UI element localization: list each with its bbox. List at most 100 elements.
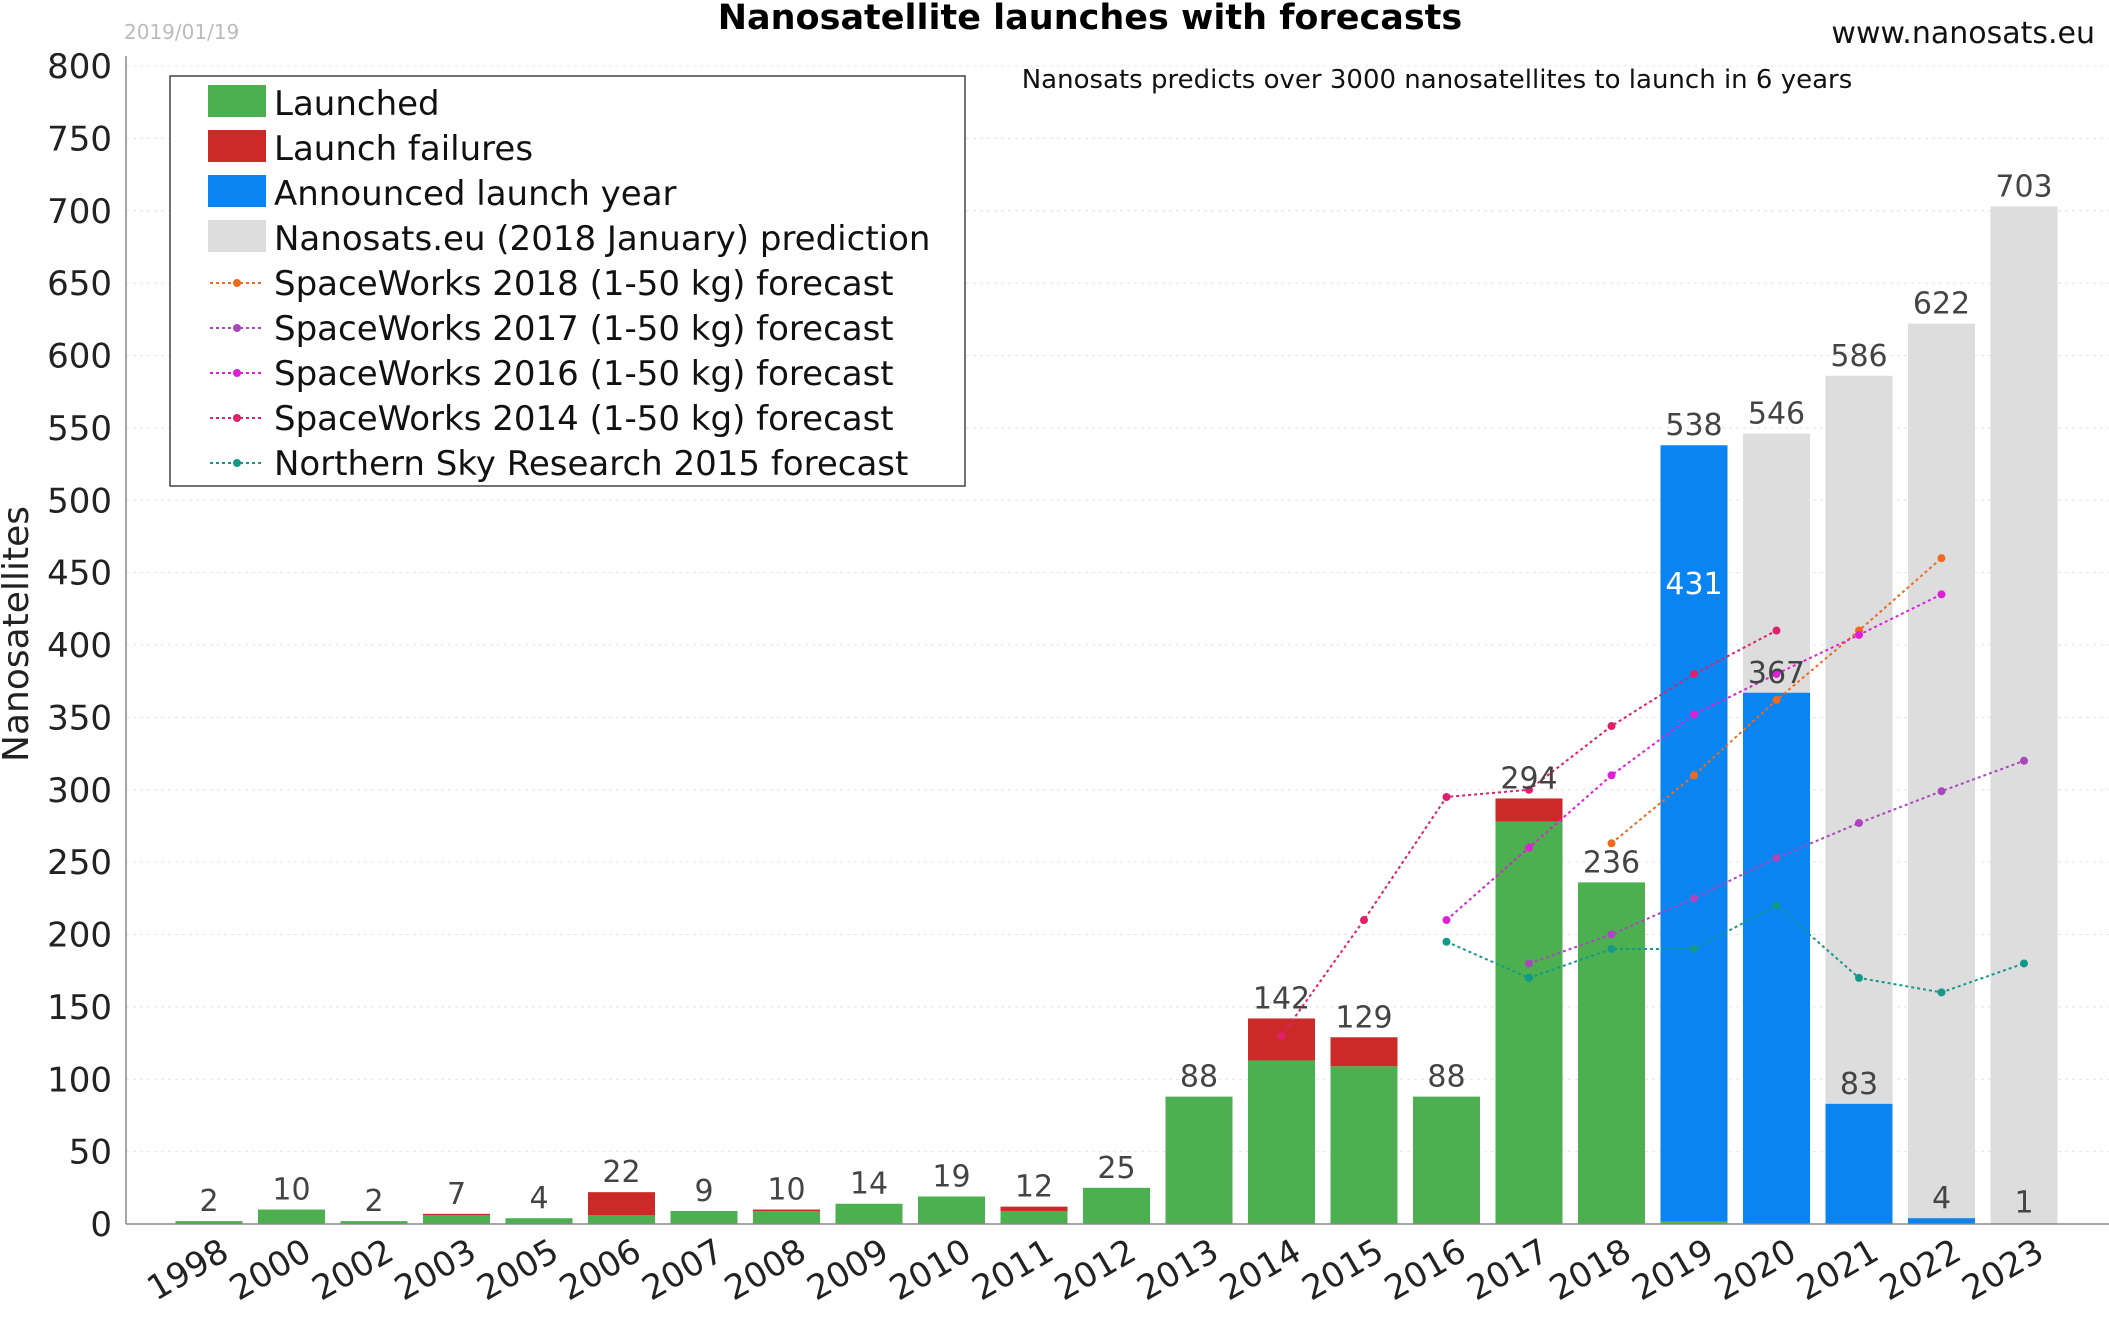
bar-launched (1413, 1096, 1480, 1224)
legend-label: Launched (274, 84, 440, 124)
data-label: 142 (1253, 981, 1310, 1016)
data-label: 83 (1840, 1067, 1878, 1102)
data-label: 12 (1015, 1170, 1053, 1205)
forecast-point (2020, 959, 2028, 968)
bar-launched (1083, 1187, 1150, 1224)
bar-launched (505, 1218, 573, 1224)
forecast-point (1442, 916, 1451, 925)
y-tick-label: 650 (47, 264, 112, 304)
site-label: www.nanosats.eu (1831, 16, 2095, 51)
bar-launched (423, 1215, 490, 1224)
chart-title: Nanosatellite launches with forecasts (718, 0, 1463, 38)
bars (175, 206, 2058, 1225)
forecast-point (1607, 944, 1616, 953)
data-label: 2 (364, 1184, 383, 1219)
legend-marker (233, 459, 241, 467)
data-label: 2 (199, 1184, 218, 1219)
forecast-point (2020, 756, 2028, 765)
legend-swatch (208, 130, 266, 162)
x-tick-label: 2022 (1873, 1231, 1968, 1309)
data-label: 10 (272, 1173, 310, 1208)
bar-launched (1248, 1060, 1315, 1224)
x-tick-label: 2000 (223, 1231, 318, 1309)
forecast-point (1607, 722, 1616, 731)
forecast-point (1360, 916, 1368, 925)
forecast-point (1855, 819, 1863, 828)
bar-launched (918, 1196, 985, 1224)
legend-label: Northern Sky Research 2015 forecast (274, 444, 908, 484)
bar-launched (340, 1221, 408, 1224)
data-label: 22 (602, 1155, 640, 1190)
x-tick-label: 2007 (636, 1231, 731, 1309)
data-label: 546 (1748, 397, 1805, 432)
data-label: 622 (1913, 287, 1970, 322)
forecast-point (1525, 973, 1533, 982)
x-tick-label: 2013 (1131, 1231, 1226, 1309)
y-axis-label: Nanosatellites (0, 506, 37, 762)
data-label: 431 (1665, 567, 1722, 602)
legend-label: SpaceWorks 2016 (1-50 kg) forecast (274, 354, 894, 394)
data-label: 14 (850, 1167, 888, 1202)
data-label: 129 (1335, 1000, 1392, 1035)
y-tick-label: 700 (47, 192, 112, 232)
data-label: 88 (1427, 1060, 1465, 1095)
y-tick-label: 300 (47, 771, 112, 811)
legend: Launched Launch failures Announced launch … (169, 75, 966, 487)
forecast-point (1607, 839, 1616, 848)
bar-launched (1330, 1066, 1398, 1224)
forecast-point (1690, 771, 1698, 780)
bar-failure (588, 1192, 655, 1216)
x-tick-label: 2011 (966, 1231, 1061, 1309)
legend-box (169, 75, 966, 487)
x-tick-label: 1998 (141, 1231, 236, 1309)
x-tick-label: 2015 (1296, 1231, 1391, 1309)
legend-label: Announced launch year (274, 174, 677, 214)
bar-launched (175, 1221, 243, 1224)
y-tick-label: 50 (69, 1133, 112, 1173)
legend-swatch (208, 175, 266, 207)
data-label: 538 (1665, 408, 1722, 443)
forecast-point (1937, 787, 1946, 796)
data-label: 88 (1180, 1060, 1218, 1095)
forecast-point (1690, 669, 1698, 678)
bar-launched (835, 1203, 903, 1224)
forecast-point (1525, 843, 1533, 852)
forecast-point (1937, 988, 1946, 997)
forecast-point (1772, 669, 1781, 678)
x-tick-label: 2023 (1956, 1231, 2051, 1309)
y-tick-label: 750 (47, 119, 112, 159)
data-label: 25 (1097, 1151, 1135, 1186)
forecast-point (1937, 554, 1946, 563)
legend-label: Nanosats.eu (2018 January) prediction (274, 219, 930, 259)
y-tick-label: 100 (47, 1060, 112, 1100)
legend-label: Launch failures (274, 129, 533, 169)
data-label: 703 (1995, 169, 2052, 204)
x-tick-label: 2014 (1213, 1231, 1308, 1309)
legend-swatch (208, 85, 266, 117)
date-label: 2019/01/19 (124, 20, 239, 44)
y-tick-label: 600 (47, 337, 112, 377)
y-tick-label: 350 (47, 698, 112, 738)
x-tick-label: 2019 (1626, 1231, 1721, 1309)
x-tick-label: 2012 (1048, 1231, 1143, 1309)
y-tick-label: 200 (47, 916, 112, 956)
data-label: 7 (447, 1177, 466, 1212)
y-tick-label: 400 (47, 626, 112, 666)
forecast-point (1607, 930, 1616, 939)
data-label: 367 (1748, 656, 1805, 691)
bar-announced (1660, 445, 1728, 1224)
forecast-lines (1277, 554, 2028, 1040)
x-tick-label: 2020 (1708, 1231, 1803, 1309)
forecast-point (1937, 590, 1946, 599)
bar-failure (1495, 798, 1563, 822)
forecast-point (1607, 771, 1616, 780)
bar-failure (753, 1209, 820, 1211)
x-tick-label: 2005 (471, 1231, 566, 1309)
data-label: 294 (1500, 761, 1557, 796)
forecast-point (1772, 696, 1781, 705)
forecast-point (1772, 901, 1781, 910)
bar-prediction (1908, 323, 1975, 1224)
annotation-text: Nanosats predicts over 3000 nanosatellit… (1022, 65, 1853, 95)
y-tick-label: 550 (47, 409, 112, 449)
